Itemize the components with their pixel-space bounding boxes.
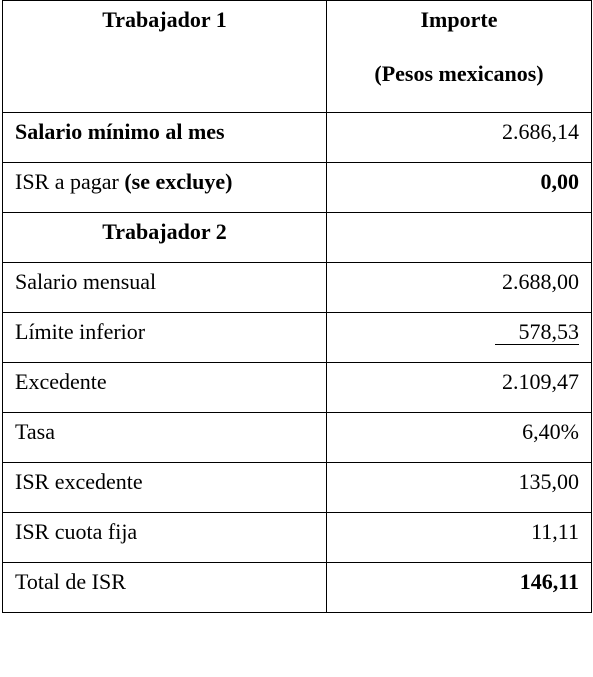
section-worker-2: Trabajador 2 [2, 212, 327, 263]
row-value-surplus: 2.109,47 [326, 362, 592, 413]
row-value-lower-limit-cell: 578,53 [326, 312, 592, 363]
row-label-isr-surplus: ISR excedente [2, 462, 327, 513]
table-row: ISR a pagar (se excluye) 0,00 [2, 162, 592, 213]
header-worker-1: Trabajador 1 [2, 0, 327, 113]
row-label-total-isr: Total de ISR [2, 562, 327, 613]
row-value-isr-to-pay: 0,00 [326, 162, 592, 213]
row-value-isr-fixed-fee: 11,11 [326, 512, 592, 563]
row-label-lower-limit: Límite inferior [2, 312, 327, 363]
row-value-lower-limit: 578,53 [494, 320, 579, 345]
row-label-isr-fixed-fee: ISR cuota fija [2, 512, 327, 563]
header-amount-title: Importe [420, 7, 498, 32]
table-row: ISR excedente 135,00 [2, 462, 592, 513]
header-amount-currency: (Pesos mexicanos) [374, 61, 544, 86]
table-row: Excedente 2.109,47 [2, 362, 592, 413]
table-header-row: Trabajador 1 Importe (Pesos mexicanos) [2, 0, 592, 113]
table-row: Salario mensual 2.688,00 [2, 262, 592, 313]
row-value-isr-surplus: 135,00 [326, 462, 592, 513]
table-row: Tasa 6,40% [2, 412, 592, 463]
row-label-isr-to-pay: ISR a pagar (se excluye) [2, 162, 327, 213]
row-label-minimum-salary: Salario mínimo al mes [2, 112, 327, 163]
row-value-rate: 6,40% [326, 412, 592, 463]
row-value-total-isr: 146,11 [326, 562, 592, 613]
table-row: Límite inferior 578,53 [2, 312, 592, 363]
table-row: Salario mínimo al mes 2.686,14 [2, 112, 592, 163]
table-row: ISR cuota fija 11,11 [2, 512, 592, 563]
table-row: Trabajador 2 [2, 212, 592, 263]
row-label-rate: Tasa [2, 412, 327, 463]
isr-to-pay-text: ISR a pagar [15, 169, 125, 194]
row-label-monthly-salary: Salario mensual [2, 262, 327, 313]
table-row: Total de ISR 146,11 [2, 562, 592, 613]
row-label-surplus: Excedente [2, 362, 327, 413]
isr-excluded-note: (se excluye) [124, 169, 233, 194]
row-value-monthly-salary: 2.688,00 [326, 262, 592, 313]
row-value-empty [326, 212, 592, 263]
header-amount: Importe (Pesos mexicanos) [326, 0, 592, 113]
row-value-minimum-salary: 2.686,14 [326, 112, 592, 163]
isr-table: Trabajador 1 Importe (Pesos mexicanos) S… [2, 0, 592, 613]
